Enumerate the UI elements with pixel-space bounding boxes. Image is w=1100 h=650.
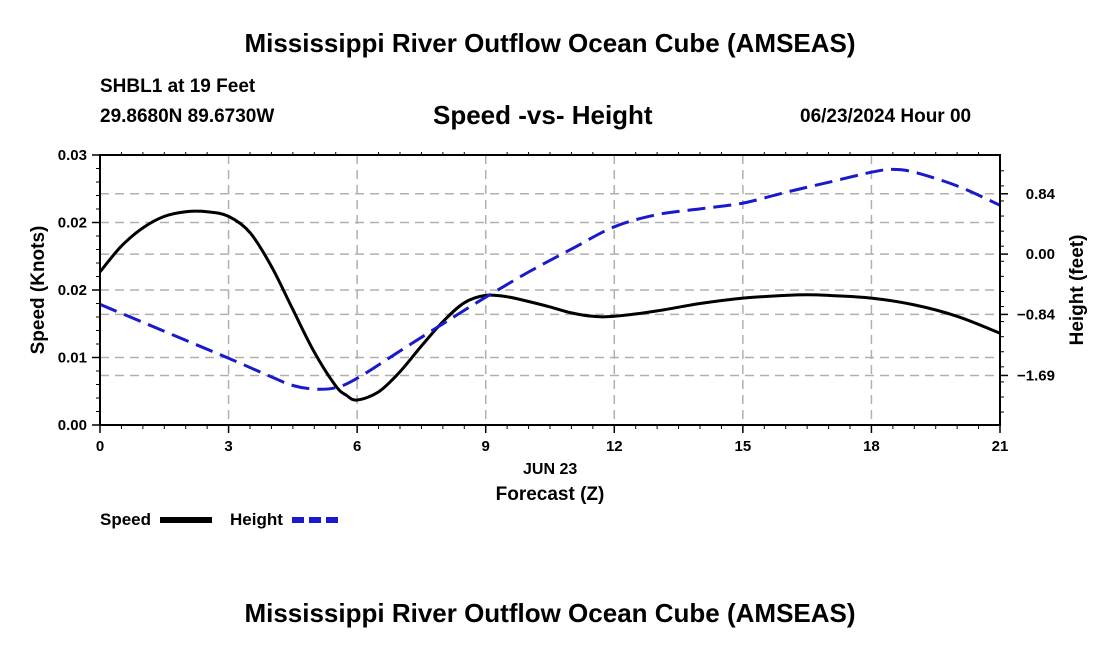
x-tick-label: 9 <box>482 438 490 455</box>
y-left-tick-label: 0.02 <box>58 282 87 299</box>
x-date-label: JUN 23 <box>523 461 577 478</box>
station-coordinates: 29.8680N 89.6730W <box>100 106 275 127</box>
y-left-tick-label: 0.02 <box>58 215 87 232</box>
x-tick-label: 0 <box>96 438 104 455</box>
x-tick-label: 18 <box>863 438 880 455</box>
x-tick-label: 21 <box>992 438 1009 455</box>
legend-speed-label: Speed <box>100 510 152 529</box>
chart-title: Mississippi River Outflow Ocean Cube (AM… <box>244 28 856 58</box>
x-tick-label: 6 <box>353 438 361 455</box>
y-right-tick-label: 0.00 <box>1026 246 1055 263</box>
x-tick-label: 15 <box>735 438 752 455</box>
y-right-tick-label: −1.69 <box>1017 367 1055 384</box>
footer-title: Mississippi River Outflow Ocean Cube (AM… <box>244 598 856 628</box>
y-right-tick-label: −0.84 <box>1017 306 1056 323</box>
y-left-tick-label: 0.03 <box>58 147 87 164</box>
y-axis-right-label: Height (feet) <box>1067 235 1088 346</box>
y-axis-left-label: Speed (Knots) <box>28 226 49 355</box>
forecast-datetime: 06/23/2024 Hour 00 <box>800 106 972 127</box>
y-right-tick-label: 0.84 <box>1026 186 1056 203</box>
y-left-tick-label: 0.01 <box>58 350 87 367</box>
x-tick-label: 3 <box>224 438 232 455</box>
legend-height-label: Height <box>230 510 283 529</box>
station-label: SHBL1 at 19 Feet <box>100 76 256 97</box>
x-axis-label: Forecast (Z) <box>496 484 605 505</box>
x-tick-label: 12 <box>606 438 623 455</box>
height-series-line <box>99 167 1001 391</box>
chart-subtitle: Speed -vs- Height <box>433 100 653 130</box>
y-left-tick-label: 0.00 <box>58 417 87 434</box>
speed-series-line <box>98 209 1001 402</box>
